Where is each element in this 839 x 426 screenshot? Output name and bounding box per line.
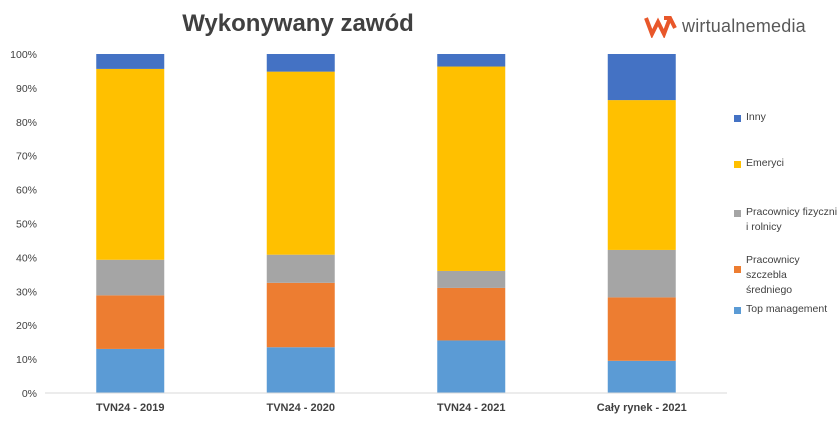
y-tick-label: 90%	[16, 83, 37, 95]
legend-label-emeryci: Emeryci	[746, 157, 784, 169]
bar-segment-top-management	[437, 340, 506, 393]
y-tick-label: 10%	[16, 354, 37, 366]
x-tick-label: TVN24 - 2019	[96, 402, 164, 414]
bar-segment-pracownicy-szczebla-sredniego	[607, 297, 676, 361]
legend-swatch-inny	[734, 115, 741, 122]
x-tick-label: Cały rynek - 2021	[597, 402, 687, 414]
legend-item-sredni: Pracownicy szczebla średniego	[734, 253, 810, 298]
bar-segment-pracownicy-fizyczni-i-rolnicy	[266, 254, 335, 283]
legend-item-emeryci: Emeryci	[734, 156, 839, 171]
logo-text: wirtualnemedia	[682, 15, 806, 36]
bar-segment-pracownicy-szczebla-sredniego	[437, 287, 506, 341]
wm-logo-icon	[644, 16, 677, 38]
legend-label-inny: Inny	[746, 111, 766, 123]
bar-segment-emeryci	[607, 100, 676, 250]
legend-swatch-fizyczni	[734, 210, 741, 217]
bar-segment-pracownicy-fizyczni-i-rolnicy	[437, 270, 506, 288]
bar-segment-pracownicy-fizyczni-i-rolnicy	[96, 259, 165, 296]
bar-segment-top-management	[607, 360, 676, 393]
x-tick-label: TVN24 - 2021	[437, 402, 505, 414]
legend-label-fizyczni: Pracownicy fizyczni i rolnicy	[746, 206, 838, 233]
bar-segment-top-management	[266, 347, 335, 393]
y-tick-label: 0%	[22, 388, 37, 400]
legend-item-fizyczni: Pracownicy fizyczni i rolnicy	[734, 205, 839, 235]
legend-item-inny: Inny	[734, 110, 839, 125]
bar-segment-emeryci	[96, 68, 165, 260]
bar-segment-emeryci	[266, 71, 335, 255]
chart-title: Wykonywany zawód	[182, 10, 414, 37]
legend-item-top-management: Top management	[734, 302, 839, 317]
y-axis: 0% 10% 20% 30% 40% 50% 60% 70% 80% 90% 100%	[10, 49, 37, 400]
bar-segment-pracownicy-szczebla-sredniego	[96, 295, 165, 349]
bar-segment-pracownicy-szczebla-sredniego	[266, 282, 335, 348]
y-tick-label: 100%	[10, 49, 37, 61]
bar-segment-inny	[96, 54, 165, 69]
bar-segment-top-management	[96, 348, 165, 393]
bar-segment-emeryci	[437, 66, 506, 271]
legend-swatch-emeryci	[734, 161, 741, 168]
y-tick-label: 40%	[16, 252, 37, 264]
y-tick-label: 80%	[16, 117, 37, 129]
bar-segment-inny	[607, 54, 676, 101]
y-tick-label: 20%	[16, 320, 37, 332]
wirtualnemedia-logo: wirtualnemedia	[644, 14, 806, 38]
bars-group	[96, 54, 676, 393]
x-tick-label: TVN24 - 2020	[267, 402, 335, 414]
y-tick-label: 70%	[16, 151, 37, 163]
bar-segment-inny	[266, 54, 335, 72]
y-tick-label: 60%	[16, 185, 37, 197]
y-tick-label: 50%	[16, 219, 37, 231]
legend-label-top-management: Top management	[746, 303, 828, 315]
y-tick-label: 30%	[16, 286, 37, 298]
bar-segment-inny	[437, 54, 506, 67]
legend-swatch-sredni	[734, 266, 741, 273]
bar-segment-pracownicy-fizyczni-i-rolnicy	[607, 249, 676, 298]
x-axis: TVN24 - 2019 TVN24 - 2020 TVN24 - 2021 Cały…	[96, 402, 687, 414]
legend-label-sredni: Pracownicy szczebla średniego	[746, 254, 800, 296]
legend-swatch-top-management	[734, 307, 741, 314]
